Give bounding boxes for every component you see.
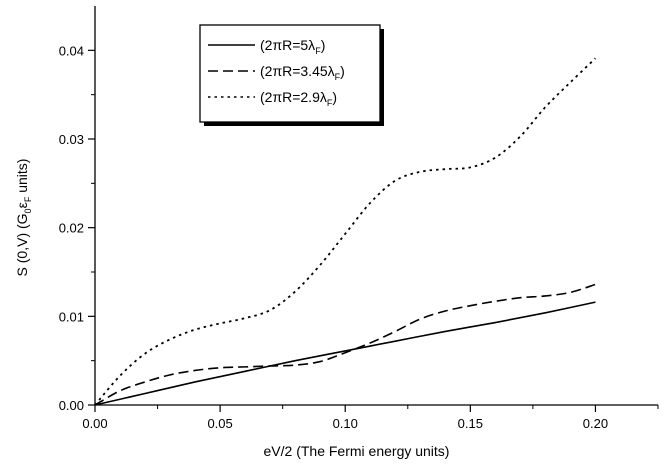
series-line-3 — [94, 57, 597, 406]
legend-label-1: (2πR=5λF) — [260, 37, 325, 56]
series-line-1 — [94, 301, 596, 406]
y-tick-label: 0.04 — [59, 43, 84, 58]
y-tick-label: 0.03 — [59, 132, 84, 147]
legend: (2πR=5λF) (2πR=3.45λF) (2πR=2.9λF) — [199, 24, 384, 126]
x-tick-label: 0.05 — [207, 416, 232, 431]
y-tick-label: 0.01 — [59, 309, 84, 324]
legend-label-2: (2πR=3.45λF) — [260, 63, 345, 82]
x-axis-title: eV/2 (The Fermi energy units) — [264, 443, 450, 459]
legend-label-3: (2πR=2.9λF) — [260, 89, 337, 108]
x-tick-label: 0.00 — [82, 416, 107, 431]
y-tick-label: 0.02 — [59, 221, 84, 236]
legend-box — [199, 24, 381, 123]
x-tick-label: 0.10 — [333, 416, 358, 431]
y-tick-label: 0.00 — [59, 398, 84, 413]
y-axis-title: S (0,V) (G0εF units) — [14, 159, 33, 277]
series-line-2 — [94, 283, 596, 406]
x-tick-label: 0.15 — [458, 416, 483, 431]
x-tick-label: 0.20 — [583, 416, 608, 431]
